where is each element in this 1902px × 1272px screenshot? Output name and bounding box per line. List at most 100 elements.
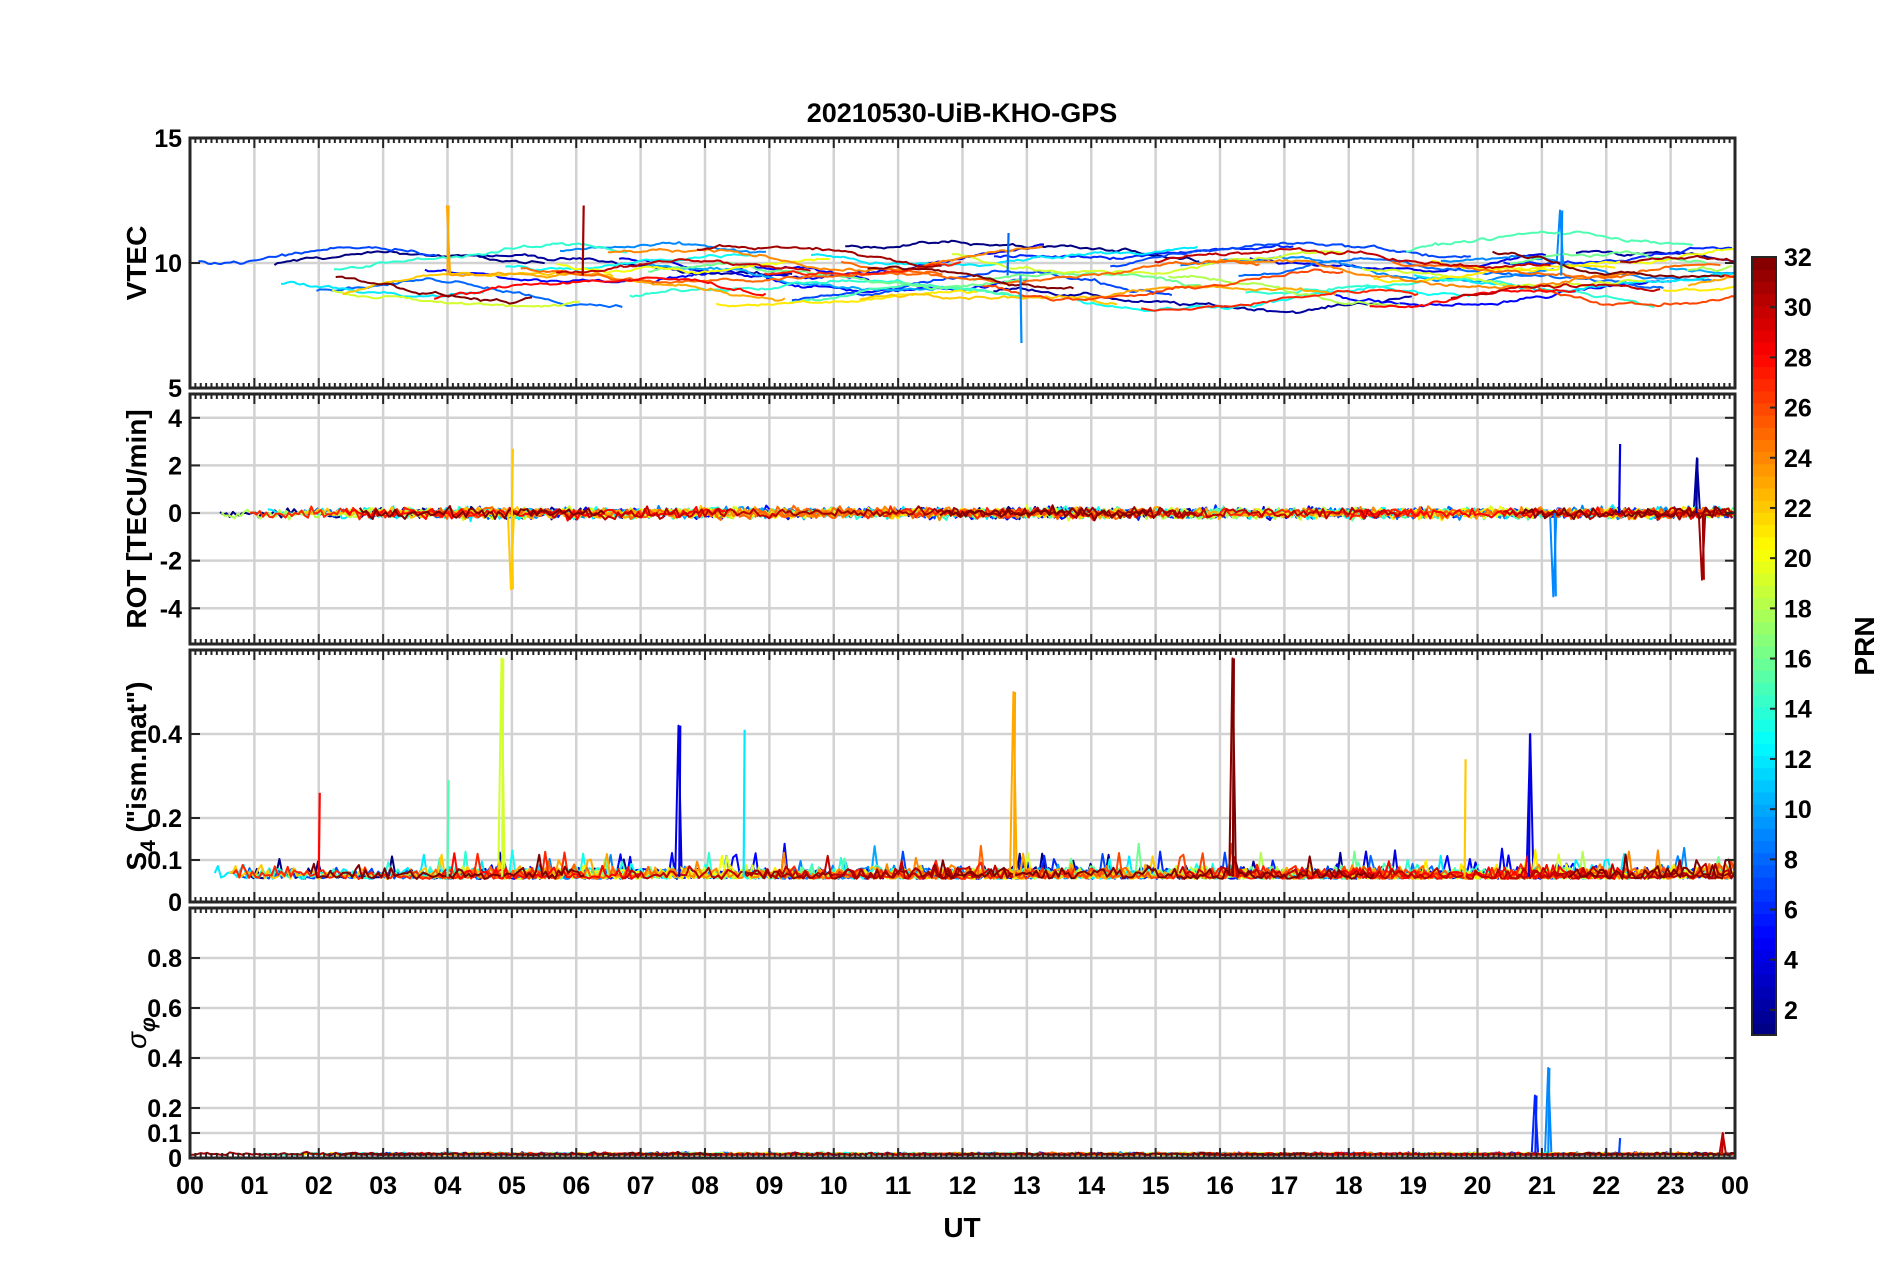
series-group: [198, 205, 1735, 314]
colorbar-swatch: [1752, 876, 1776, 890]
series-line-prn-13: [1076, 285, 1471, 312]
colorbar-swatch: [1752, 487, 1776, 501]
y-label-symbol: S: [121, 852, 152, 871]
event-spike-prn-22: [510, 448, 514, 514]
series-line-prn-15: [788, 282, 1025, 305]
panel-sigma_phi: 00.10.2 0.4 0.6 0.8 σφ: [121, 906, 1737, 1173]
event-spike-prn-9: [1547, 1067, 1551, 1154]
series-line-prn-2: [473, 253, 793, 276]
colorbar-label: PRN: [1849, 616, 1880, 675]
x-tick-label: 21: [1528, 1172, 1556, 1200]
series-line-prn-7: [198, 246, 437, 266]
colorbar-swatch: [1752, 560, 1776, 574]
y-tick-label: 15: [154, 125, 182, 153]
x-tick-label: 20: [1464, 1172, 1492, 1200]
y-tick-label: 0: [168, 1145, 182, 1173]
series-line-prn-14: [629, 279, 1039, 299]
colorbar-swatch: [1752, 281, 1776, 295]
x-tick-label: 06: [562, 1172, 590, 1200]
event-spike-prn-4: [1527, 733, 1532, 877]
event-spike-prn-28: [317, 792, 321, 877]
colorbar-tick-label: 4: [1784, 947, 1798, 975]
series-line-prn-19: [1361, 267, 1646, 288]
x-tick-label: 16: [1206, 1172, 1234, 1200]
series-line-prn-28: [344, 505, 726, 522]
colorbar-swatch: [1752, 257, 1776, 270]
series-line-prn-32: [1521, 505, 1735, 521]
series-line-prn-12: [280, 280, 484, 298]
event-spike-prn-2: [1695, 458, 1699, 514]
y-label-subscript: 4: [137, 840, 160, 852]
event-spike-prn-30: [1721, 1132, 1725, 1154]
x-tick-label: 18: [1335, 1172, 1363, 1200]
series-line-prn-1: [845, 239, 1200, 263]
colorbar-swatch: [1752, 658, 1776, 671]
series-line-prn-13: [505, 253, 757, 272]
series-line-prn-28: [440, 852, 642, 880]
y-tick-label: 10: [154, 250, 182, 278]
event-spike-prn-31: [1701, 513, 1705, 580]
series-line-prn-18: [1686, 264, 1733, 273]
colorbar-swatch: [1752, 852, 1776, 866]
event-spike-prn-32: [1231, 658, 1235, 877]
x-tick-label: 14: [1077, 1172, 1105, 1200]
colorbar-swatch: [1752, 329, 1776, 343]
y-tick-label: 0: [168, 889, 182, 917]
x-tick-label: 05: [498, 1172, 526, 1200]
colorbar-swatch: [1752, 731, 1776, 744]
series-line-prn-26: [982, 268, 1344, 302]
colorbar-swatch: [1752, 524, 1776, 538]
colorbar-tick-label: 28: [1784, 344, 1812, 372]
colorbar-swatch: [1752, 779, 1776, 793]
x-tick-label: 11: [885, 1172, 912, 1200]
colorbar-swatch: [1752, 366, 1776, 380]
x-axis-label: UT: [943, 1212, 980, 1243]
colorbar-swatch: [1752, 962, 1776, 975]
series-line-prn-8: [1238, 257, 1664, 289]
colorbar-swatch: [1752, 1022, 1776, 1036]
colorbar-swatch: [1752, 670, 1776, 684]
x-tick-label: 09: [755, 1172, 783, 1200]
y-axis-label-rot: ROT [TECU/min]: [121, 409, 152, 628]
colorbar-tick-label: 12: [1784, 746, 1812, 774]
series-line-prn-32: [335, 275, 533, 305]
y-tick-label: 0.6: [147, 995, 182, 1023]
event-spike-prn-15: [446, 780, 450, 877]
colorbar-swatch: [1752, 937, 1776, 951]
colorbar-tick-label: 30: [1784, 294, 1812, 322]
colorbar-swatch: [1752, 998, 1776, 1012]
colorbar-swatch: [1752, 573, 1776, 586]
event-spike-prn-19: [501, 658, 505, 877]
panel-vtec: 5 10 15 VTEC: [121, 125, 1737, 403]
colorbar-tick-label: 6: [1784, 897, 1798, 925]
series-line-prn-32: [939, 504, 1151, 522]
series-line-prn-31: [744, 863, 978, 880]
x-tick-label: 12: [949, 1172, 977, 1200]
y-tick-label: 5: [168, 375, 182, 403]
event-spike-prn-8: [1006, 232, 1010, 276]
x-tick-label: 00: [176, 1172, 204, 1200]
panel-s4: 00.10.20.4S4 ("ism.mat"): [121, 648, 1737, 917]
colorbar-swatch: [1752, 743, 1776, 757]
series-line-prn-32: [358, 505, 606, 520]
x-tick-label: 22: [1592, 1172, 1620, 1200]
series-line-prn-31: [696, 244, 942, 269]
colorbar-swatch: [1752, 378, 1776, 392]
series-line-prn-23: [1093, 506, 1301, 521]
series-line-prn-16: [972, 272, 1203, 287]
series-line-prn-31: [1620, 254, 1734, 264]
colorbar-swatch: [1752, 986, 1776, 1000]
colorbar-tick-label: 32: [1784, 244, 1812, 272]
colorbar-swatch: [1752, 706, 1776, 720]
x-tick-label: 01: [240, 1172, 268, 1200]
colorbar-swatch: [1752, 548, 1776, 562]
y-axis-label-sigma_phi: σφ: [121, 1017, 160, 1049]
y-tick-label: 0.1: [147, 847, 182, 875]
series-line-prn-19: [331, 288, 581, 308]
event-spike-prn-22: [510, 513, 514, 590]
colorbar-swatch: [1752, 415, 1776, 428]
series-line-prn-14: [1245, 277, 1655, 308]
y-tick-label: 4: [168, 405, 182, 433]
